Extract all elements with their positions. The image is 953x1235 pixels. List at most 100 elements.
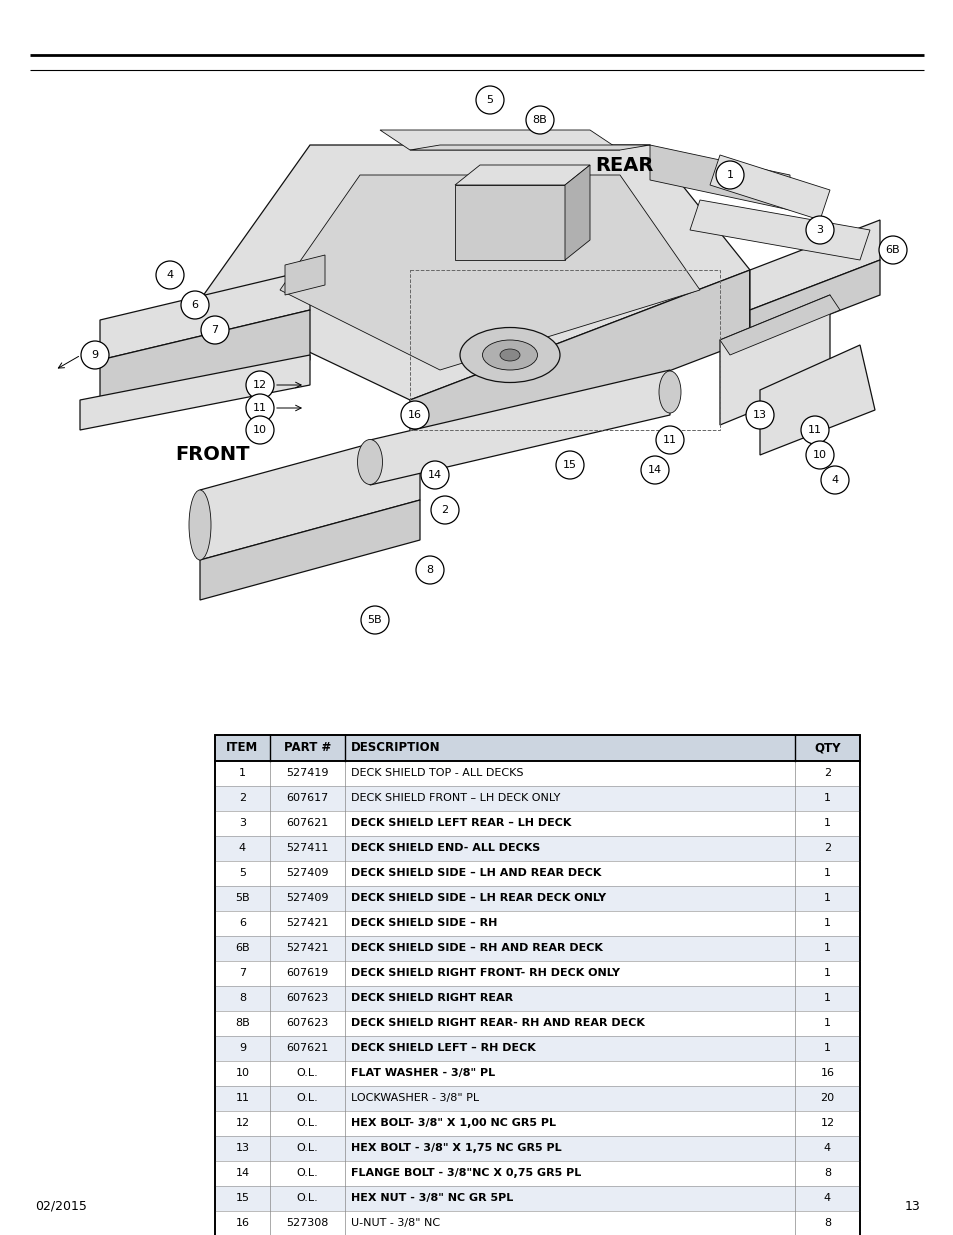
- Text: 8: 8: [823, 1168, 830, 1178]
- Bar: [214, 936, 859, 961]
- Text: 607621: 607621: [286, 819, 328, 829]
- Text: 1: 1: [823, 1019, 830, 1029]
- Text: 8: 8: [823, 1219, 830, 1229]
- Text: 8: 8: [426, 564, 433, 576]
- Circle shape: [801, 416, 828, 445]
- Ellipse shape: [499, 350, 519, 361]
- Text: 1: 1: [823, 919, 830, 929]
- Polygon shape: [749, 261, 879, 345]
- Text: 16: 16: [820, 1068, 834, 1078]
- Text: 4: 4: [823, 1144, 830, 1153]
- Text: FLANGE BOLT - 3/8"NC X 0,75 GR5 PL: FLANGE BOLT - 3/8"NC X 0,75 GR5 PL: [351, 1168, 580, 1178]
- Text: 527308: 527308: [286, 1219, 329, 1229]
- Text: 1: 1: [823, 819, 830, 829]
- Circle shape: [640, 456, 668, 484]
- Polygon shape: [749, 270, 820, 380]
- Polygon shape: [200, 500, 419, 600]
- Circle shape: [805, 441, 833, 469]
- Text: 20: 20: [820, 1093, 834, 1104]
- Circle shape: [525, 106, 554, 135]
- Circle shape: [181, 291, 209, 319]
- Text: 1: 1: [823, 944, 830, 953]
- Circle shape: [360, 606, 389, 634]
- Polygon shape: [100, 310, 310, 410]
- Circle shape: [246, 416, 274, 445]
- Text: DECK SHIELD LEFT REAR – LH DECK: DECK SHIELD LEFT REAR – LH DECK: [351, 819, 571, 829]
- Text: 4: 4: [238, 844, 246, 853]
- Text: 12: 12: [253, 380, 267, 390]
- Circle shape: [201, 316, 229, 345]
- Text: FRONT: FRONT: [174, 446, 250, 464]
- Text: DECK SHIELD RIGHT FRONT- RH DECK ONLY: DECK SHIELD RIGHT FRONT- RH DECK ONLY: [351, 968, 619, 978]
- Text: 1: 1: [726, 170, 733, 180]
- Text: 527409: 527409: [286, 893, 329, 904]
- Polygon shape: [749, 220, 879, 310]
- Polygon shape: [80, 354, 310, 430]
- Polygon shape: [410, 144, 649, 149]
- Text: DECK SHIELD SIDE – LH REAR DECK ONLY: DECK SHIELD SIDE – LH REAR DECK ONLY: [351, 893, 605, 904]
- Bar: [214, 986, 859, 1011]
- Text: O.L.: O.L.: [296, 1144, 318, 1153]
- Text: U-NUT - 3/8" NC: U-NUT - 3/8" NC: [351, 1219, 439, 1229]
- Text: 2: 2: [238, 794, 246, 804]
- Polygon shape: [285, 254, 325, 295]
- Polygon shape: [649, 144, 789, 210]
- Polygon shape: [455, 185, 564, 261]
- Bar: [214, 785, 859, 811]
- Text: DECK SHIELD END- ALL DECKS: DECK SHIELD END- ALL DECKS: [351, 844, 539, 853]
- Text: QTY: QTY: [814, 741, 840, 755]
- Text: DECK SHIELD RIGHT REAR- RH AND REAR DECK: DECK SHIELD RIGHT REAR- RH AND REAR DECK: [351, 1019, 644, 1029]
- Polygon shape: [564, 165, 589, 261]
- Text: PART #: PART #: [284, 741, 331, 755]
- Text: 1: 1: [823, 1044, 830, 1053]
- Text: FLAT WASHER - 3/8" PL: FLAT WASHER - 3/8" PL: [351, 1068, 495, 1078]
- Text: 6: 6: [239, 919, 246, 929]
- Text: 7: 7: [238, 968, 246, 978]
- Text: 527421: 527421: [286, 919, 329, 929]
- Text: 16: 16: [235, 1219, 250, 1229]
- Text: 1: 1: [823, 993, 830, 1004]
- Text: DESCRIPTION: DESCRIPTION: [351, 741, 440, 755]
- Text: 13: 13: [752, 410, 766, 420]
- Text: 2: 2: [441, 505, 448, 515]
- Text: DECK SHIELD SIDE – LH AND REAR DECK: DECK SHIELD SIDE – LH AND REAR DECK: [351, 868, 600, 878]
- Text: 10: 10: [253, 425, 267, 435]
- Circle shape: [246, 394, 274, 422]
- Polygon shape: [370, 370, 669, 485]
- Text: DECK SHIELD FRONT – LH DECK ONLY: DECK SHIELD FRONT – LH DECK ONLY: [351, 794, 559, 804]
- Text: O.L.: O.L.: [296, 1193, 318, 1203]
- Ellipse shape: [357, 440, 382, 484]
- Polygon shape: [410, 270, 749, 471]
- Circle shape: [805, 216, 833, 245]
- Text: 10: 10: [812, 450, 826, 459]
- Text: 11: 11: [235, 1093, 250, 1104]
- Text: 3: 3: [239, 819, 246, 829]
- Circle shape: [556, 451, 583, 479]
- Circle shape: [416, 556, 443, 584]
- Text: 527411: 527411: [286, 844, 329, 853]
- Polygon shape: [720, 295, 840, 354]
- Polygon shape: [379, 130, 619, 149]
- Text: DECK SHIELD TOP - ALL DECKS: DECK SHIELD TOP - ALL DECKS: [351, 768, 523, 778]
- Polygon shape: [760, 345, 874, 454]
- Text: 11: 11: [807, 425, 821, 435]
- Text: O.L.: O.L.: [296, 1068, 318, 1078]
- Circle shape: [431, 496, 458, 524]
- Text: 5B: 5B: [367, 615, 382, 625]
- Text: REAR: REAR: [595, 156, 653, 174]
- Text: 13: 13: [235, 1144, 250, 1153]
- Text: 12: 12: [235, 1119, 250, 1129]
- Text: HEX BOLT - 3/8" X 1,75 NC GR5 PL: HEX BOLT - 3/8" X 1,75 NC GR5 PL: [351, 1144, 561, 1153]
- Text: 7: 7: [212, 325, 218, 335]
- Circle shape: [81, 341, 109, 369]
- Text: 4: 4: [823, 1193, 830, 1203]
- Text: 12: 12: [820, 1119, 834, 1129]
- Text: 1: 1: [239, 768, 246, 778]
- Circle shape: [878, 236, 906, 264]
- Text: 10: 10: [235, 1068, 250, 1078]
- Polygon shape: [689, 200, 869, 261]
- Bar: [214, 735, 859, 761]
- Polygon shape: [709, 156, 829, 220]
- Text: 14: 14: [428, 471, 441, 480]
- Text: 5B: 5B: [235, 893, 250, 904]
